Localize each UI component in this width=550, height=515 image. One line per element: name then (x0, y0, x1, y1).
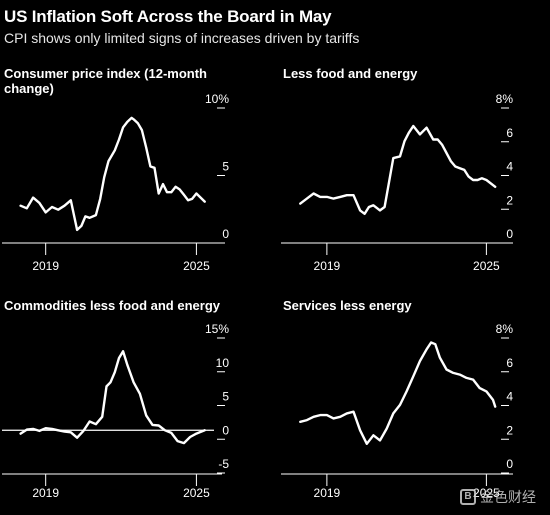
x-tick-label: 2025 (183, 486, 210, 500)
x-tick-label: 2025 (183, 259, 210, 273)
chart-title: change) (4, 81, 54, 96)
chart-panel: Commodities less food and energy 15% 10 5 0 -… (2, 298, 229, 500)
series-line (299, 124, 497, 215)
y-tick-label: 8% (496, 92, 514, 106)
y-tick-label: 0 (506, 227, 513, 241)
y-tick-label: 2 (506, 193, 513, 207)
y-tick-label: 0 (222, 227, 229, 241)
y-tick-label: 15% (205, 322, 229, 336)
y-tick-label: 6 (506, 126, 513, 140)
series-line (19, 350, 206, 445)
y-tick-label: 4 (506, 390, 513, 404)
x-tick-label: 2019 (32, 486, 59, 500)
y-tick-label: 10 (216, 356, 230, 370)
watermark: B 金色财经 (460, 487, 536, 507)
chart-title: Commodities less food and energy (4, 298, 221, 313)
watermark-text: 金色财经 (480, 489, 536, 505)
x-tick-label: 2019 (32, 259, 59, 273)
y-tick-label: 5 (222, 160, 229, 174)
chart-panel: Less food and energy 8% 6 4 2 0 2019 2025 (281, 66, 513, 273)
chart-title: Less food and energy (283, 66, 418, 81)
y-tick-label: 5 (222, 390, 229, 404)
y-tick-label: 0 (222, 423, 229, 437)
chart-title: Consumer price index (12-month (4, 66, 207, 81)
y-tick-label: 2 (506, 423, 513, 437)
y-tick-label: 4 (506, 160, 513, 174)
y-tick-label: 8% (496, 322, 514, 336)
series-line (299, 341, 497, 445)
page-subtitle: CPI shows only limited signs of increase… (4, 30, 360, 46)
chart-panel: Services less energy 8% 6 4 2 0 2019 2025 (281, 298, 513, 500)
x-tick-label: 2025 (473, 486, 500, 500)
coin-logo-icon: B (460, 489, 476, 505)
x-tick-label: 2025 (473, 259, 500, 273)
y-tick-label: -5 (218, 457, 229, 471)
y-tick-label: 10% (205, 92, 229, 106)
y-tick-label: 0 (506, 457, 513, 471)
y-tick-label: 6 (506, 356, 513, 370)
x-tick-label: 2019 (314, 486, 341, 500)
x-tick-label: 2019 (314, 259, 341, 273)
series-line (19, 116, 206, 232)
page-title: US Inflation Soft Across the Board in Ma… (4, 7, 332, 26)
chart-title: Services less energy (283, 298, 412, 313)
